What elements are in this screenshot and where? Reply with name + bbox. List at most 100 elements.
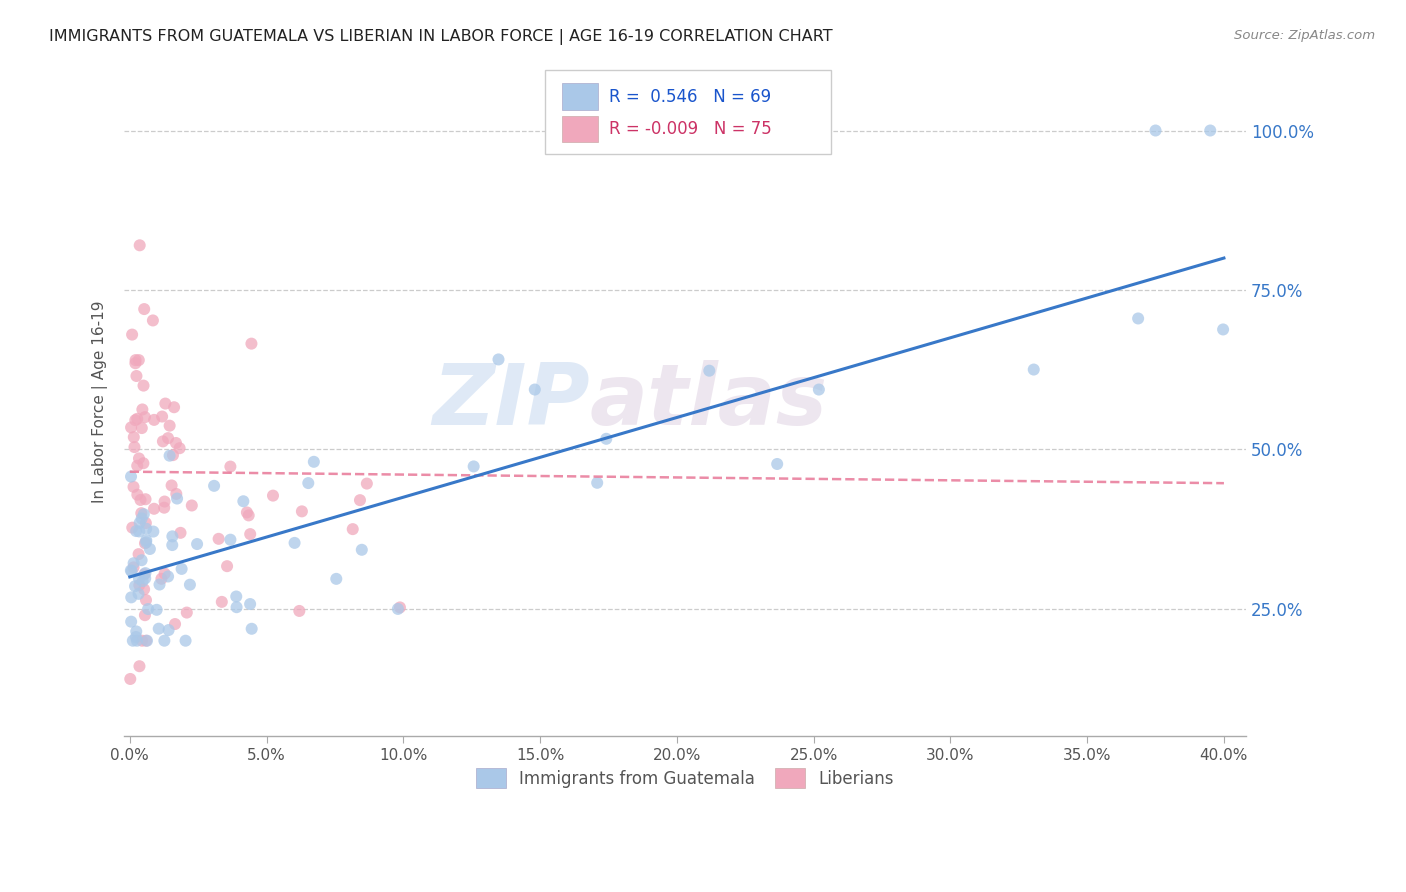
- Point: [125, 630, 148, 644]
- Point: [239, 597, 262, 611]
- Point: [124, 413, 146, 427]
- Point: [125, 524, 148, 538]
- Point: [122, 560, 145, 574]
- Point: [153, 500, 176, 515]
- Point: [121, 521, 143, 535]
- Point: [325, 572, 347, 586]
- Point: [121, 564, 143, 578]
- Y-axis label: In Labor Force | Age 16-19: In Labor Force | Age 16-19: [93, 301, 108, 503]
- Point: [238, 508, 260, 523]
- Point: [128, 238, 150, 252]
- Point: [131, 574, 153, 589]
- Point: [125, 624, 148, 639]
- Point: [135, 522, 157, 536]
- Point: [174, 633, 197, 648]
- Point: [122, 556, 145, 570]
- Point: [1212, 322, 1234, 336]
- Point: [239, 527, 262, 541]
- Point: [134, 566, 156, 580]
- Point: [302, 455, 325, 469]
- Point: [148, 622, 170, 636]
- Point: [155, 396, 177, 410]
- Point: [342, 522, 364, 536]
- Point: [125, 369, 148, 384]
- Point: [766, 457, 789, 471]
- Point: [586, 475, 609, 490]
- Point: [135, 535, 157, 549]
- Point: [121, 327, 143, 342]
- Point: [697, 364, 720, 378]
- Point: [134, 567, 156, 582]
- Point: [124, 353, 146, 368]
- Point: [135, 633, 157, 648]
- Point: [211, 595, 233, 609]
- FancyBboxPatch shape: [546, 70, 831, 153]
- Point: [131, 421, 153, 435]
- Point: [186, 537, 208, 551]
- FancyBboxPatch shape: [561, 116, 598, 143]
- Text: R =  0.546   N = 69: R = 0.546 N = 69: [609, 88, 770, 106]
- Legend: Immigrants from Guatemala, Liberians: Immigrants from Guatemala, Liberians: [470, 762, 901, 795]
- Point: [349, 493, 371, 508]
- Point: [262, 489, 284, 503]
- Point: [135, 533, 157, 548]
- Point: [153, 633, 176, 648]
- Point: [225, 600, 247, 615]
- Point: [153, 566, 176, 581]
- Point: [463, 459, 485, 474]
- Point: [128, 578, 150, 592]
- FancyBboxPatch shape: [561, 84, 598, 111]
- Text: R = -0.009   N = 75: R = -0.009 N = 75: [609, 120, 772, 138]
- Point: [207, 532, 229, 546]
- Point: [136, 633, 159, 648]
- Point: [128, 516, 150, 530]
- Point: [145, 603, 167, 617]
- Point: [139, 541, 162, 556]
- Point: [165, 487, 187, 501]
- Point: [124, 440, 146, 454]
- Point: [162, 448, 184, 462]
- Point: [150, 572, 173, 586]
- Point: [595, 432, 617, 446]
- Point: [128, 451, 150, 466]
- Text: IMMIGRANTS FROM GUATEMALA VS LIBERIAN IN LABOR FORCE | AGE 16-19 CORRELATION CHA: IMMIGRANTS FROM GUATEMALA VS LIBERIAN IN…: [49, 29, 832, 45]
- Point: [135, 593, 157, 607]
- Point: [143, 413, 166, 427]
- Point: [150, 409, 173, 424]
- Point: [163, 401, 186, 415]
- Point: [131, 633, 153, 648]
- Point: [1126, 311, 1149, 326]
- Point: [157, 623, 180, 637]
- Point: [121, 633, 143, 648]
- Point: [131, 553, 153, 567]
- Point: [132, 378, 155, 392]
- Point: [153, 494, 176, 508]
- Point: [120, 672, 142, 686]
- Point: [1022, 362, 1045, 376]
- Point: [180, 499, 202, 513]
- Point: [159, 418, 181, 433]
- Point: [152, 434, 174, 449]
- Point: [136, 602, 159, 616]
- Point: [1199, 123, 1222, 137]
- Point: [169, 525, 191, 540]
- Point: [159, 449, 181, 463]
- Point: [122, 430, 145, 444]
- Point: [387, 602, 409, 616]
- Point: [128, 547, 150, 561]
- Point: [162, 529, 184, 543]
- Text: atlas: atlas: [589, 360, 828, 443]
- Point: [219, 459, 242, 474]
- Point: [134, 608, 156, 623]
- Point: [166, 491, 188, 506]
- Point: [288, 604, 311, 618]
- Point: [128, 659, 150, 673]
- Point: [232, 494, 254, 508]
- Point: [127, 412, 149, 426]
- Point: [132, 507, 155, 521]
- Point: [202, 479, 225, 493]
- Point: [176, 606, 198, 620]
- Point: [128, 572, 150, 586]
- Point: [122, 480, 145, 494]
- Point: [120, 564, 142, 578]
